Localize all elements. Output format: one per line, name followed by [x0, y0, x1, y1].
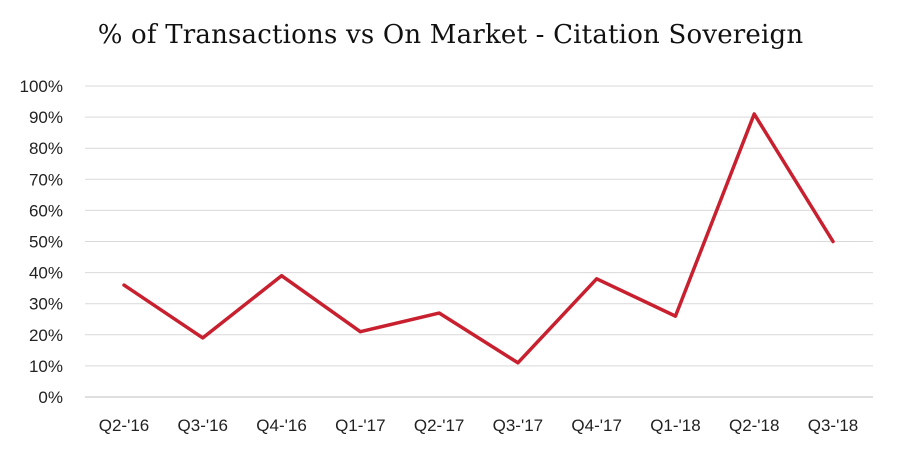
- data-point: [201, 336, 205, 340]
- y-tick-label: 50%: [29, 233, 63, 252]
- y-tick-label: 80%: [29, 139, 63, 158]
- data-point: [752, 112, 756, 116]
- x-tick-label: Q4-'17: [571, 416, 622, 435]
- x-tick-label: Q2-'16: [99, 416, 150, 435]
- data-point: [673, 314, 677, 318]
- y-tick-label: 20%: [29, 326, 63, 345]
- y-tick-label: 70%: [29, 170, 63, 189]
- x-tick-label: Q3-'17: [493, 416, 544, 435]
- data-point: [516, 361, 520, 365]
- data-point: [595, 277, 599, 281]
- x-tick-label: Q4-'16: [256, 416, 307, 435]
- x-tick-label: Q1-'18: [650, 416, 701, 435]
- data-point: [437, 311, 441, 315]
- x-tick-label: Q2-'18: [729, 416, 780, 435]
- series-line-0: [122, 112, 835, 365]
- y-tick-label: 30%: [29, 295, 63, 314]
- x-axis-tick-labels: Q2-'16 Q3-'16 Q4-'16 Q1-'17 Q2-'17 Q3-'17 Q4-'…: [99, 416, 859, 435]
- x-tick-label: Q2-'17: [414, 416, 465, 435]
- data-point: [280, 274, 284, 278]
- series-lines: [122, 112, 835, 365]
- data-point: [831, 240, 835, 243]
- y-tick-label: 0%: [38, 388, 63, 407]
- x-tick-label: Q3-'16: [178, 416, 229, 435]
- y-axis-tick-labels: 0% 10% 20% 30% 40% 50% 60% 70% 80% 90% 100%: [20, 77, 63, 407]
- y-tick-label: 100%: [20, 77, 63, 96]
- y-tick-label: 90%: [29, 108, 63, 127]
- chart-title: % of Transactions vs On Market - Citatio…: [97, 20, 804, 50]
- y-tick-label: 10%: [29, 357, 63, 376]
- y-tick-label: 40%: [29, 264, 63, 283]
- y-tick-label: 60%: [29, 201, 63, 220]
- data-point: [122, 283, 126, 287]
- gridlines: [85, 85, 873, 398]
- x-tick-label: Q3-'18: [808, 416, 859, 435]
- data-point: [358, 330, 362, 334]
- x-tick-label: Q1-'17: [335, 416, 386, 435]
